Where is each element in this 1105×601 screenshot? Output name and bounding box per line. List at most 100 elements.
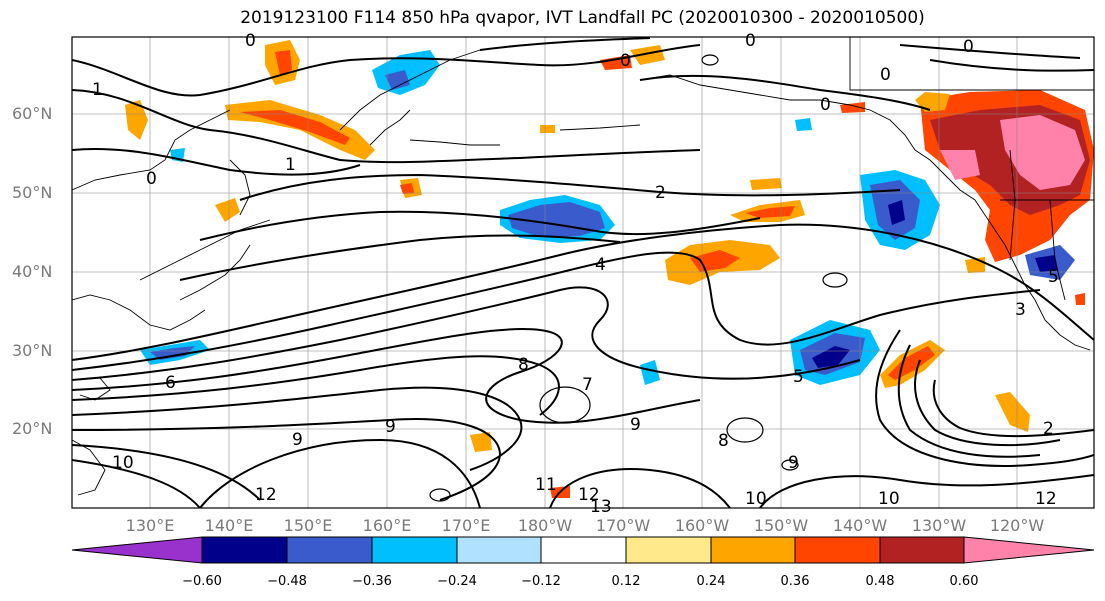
colorbar-extend-low [71, 536, 203, 564]
contour-label: 11 [535, 475, 557, 495]
contour-label: 0 [245, 31, 256, 51]
contour-label: 0 [620, 51, 631, 71]
lat-label: 60°N [12, 104, 53, 123]
anomaly-patch [812, 346, 850, 368]
contour-label: 8 [518, 355, 529, 375]
contour-label: 6 [165, 373, 176, 393]
colorbar-tick-label: 0.24 [696, 574, 726, 589]
contour-label: 1 [285, 155, 296, 175]
lon-label: 120°W [989, 516, 1045, 535]
anomaly-patch [372, 50, 440, 95]
contour-label: 10 [745, 489, 767, 509]
anomaly-patch [240, 110, 350, 145]
minor-contours [429, 54, 848, 502]
anomaly-patch [745, 206, 795, 218]
colorbar-segment [456, 536, 542, 564]
contour-label: 12 [1035, 489, 1057, 509]
colorbar-segment [879, 536, 965, 564]
colorbar-tick-label: 0.12 [611, 574, 641, 589]
anomaly-patch [470, 432, 492, 452]
contour-label: 1 [92, 80, 103, 100]
contour-label: 10 [112, 453, 134, 473]
lon-label: 150°W [753, 516, 809, 535]
graticule [72, 37, 1094, 508]
lat-label: 20°N [12, 419, 53, 438]
anomaly-patch [540, 125, 555, 133]
lat-label: 50°N [12, 183, 53, 202]
anomaly-patch [385, 70, 410, 90]
anomaly-patch [795, 118, 812, 131]
lon-label: 130°E [125, 516, 175, 535]
contour-label: 8 [718, 431, 729, 451]
colorbar-tick-label: 0.60 [949, 574, 979, 589]
colorbar-tick-label: −0.24 [437, 574, 477, 589]
anomaly-patch [125, 100, 148, 140]
contour-label: 2 [1043, 419, 1054, 439]
contour-label: 9 [788, 453, 799, 473]
contour-labels: 0 0 0 0 0 0 0 1 1 2 4 6 7 8 8 9 9 9 9 10… [92, 31, 1059, 517]
anomaly-patch [940, 150, 980, 180]
colorbar-segment [625, 536, 712, 564]
anomaly-patch [150, 346, 195, 360]
contour-label: 12 [578, 485, 600, 505]
lon-label: 160°W [674, 516, 730, 535]
contour-label: 0 [880, 65, 891, 85]
contour-label: 9 [385, 417, 396, 437]
colorbar-tick-label: 0.48 [865, 574, 895, 589]
contour-label: 9 [292, 430, 303, 450]
contour-label: 4 [595, 255, 606, 275]
contour-label: 13 [590, 497, 612, 517]
anomaly-patch [630, 45, 665, 65]
colorbar-tick-label: −0.48 [267, 574, 307, 589]
lat-label: 30°N [12, 341, 53, 360]
anomaly-patch [275, 50, 292, 75]
anomaly-patch [640, 360, 660, 385]
colorbar-segment [201, 536, 288, 564]
anomaly-patch [750, 178, 782, 190]
anomaly-patch [995, 392, 1030, 432]
anomaly-patch [400, 183, 414, 194]
colorbar-segment [286, 536, 373, 564]
colorbar-segment [540, 536, 627, 564]
colorbar-tick-label: −0.12 [521, 574, 561, 589]
lon-label: 150°E [283, 516, 333, 535]
contour-label: 7 [582, 375, 593, 395]
lat-label: 40°N [12, 262, 53, 281]
contour-label: 0 [820, 95, 831, 115]
colorbar [71, 536, 1095, 564]
contour-label: 5 [793, 367, 804, 387]
anomaly-patch [690, 250, 740, 272]
lon-label: 140°E [204, 516, 254, 535]
lon-label: 140°W [832, 516, 888, 535]
anomaly-shading [125, 40, 1094, 498]
lon-label: 170°W [595, 516, 651, 535]
anomaly-patch [888, 200, 905, 225]
lon-label: 170°E [441, 516, 491, 535]
contour-label: 3 [1015, 300, 1026, 320]
contour-label: 0 [146, 169, 157, 189]
colorbar-segment [710, 536, 796, 564]
contour-label: 0 [963, 37, 974, 57]
colorbar-extend-high [963, 536, 1095, 564]
colorbar-tick-label: −0.60 [182, 574, 222, 589]
lon-label: 160°E [362, 516, 412, 535]
lon-label: 180°W [517, 516, 573, 535]
anomaly-patch [1000, 115, 1085, 190]
colorbar-segment [371, 536, 458, 564]
contour-label: 5 [1048, 267, 1059, 287]
anomaly-patch [1035, 255, 1058, 272]
anomaly-patch [215, 198, 240, 222]
contour-label: 12 [255, 485, 277, 505]
colorbar-segment [794, 536, 881, 564]
lon-label: 130°W [911, 516, 967, 535]
anomaly-patch [1075, 293, 1085, 305]
contour-label: 10 [878, 489, 900, 509]
ivt-contours [72, 37, 1094, 508]
colorbar-tick-label: 0.36 [780, 574, 810, 589]
colorbar-tick-label: −0.36 [352, 574, 392, 589]
contour-label: 9 [630, 415, 641, 435]
contour-label: 2 [655, 183, 666, 203]
map-title: 2019123100 F114 850 hPa qvapor, IVT Land… [240, 8, 925, 28]
contour-label: 0 [745, 31, 756, 51]
